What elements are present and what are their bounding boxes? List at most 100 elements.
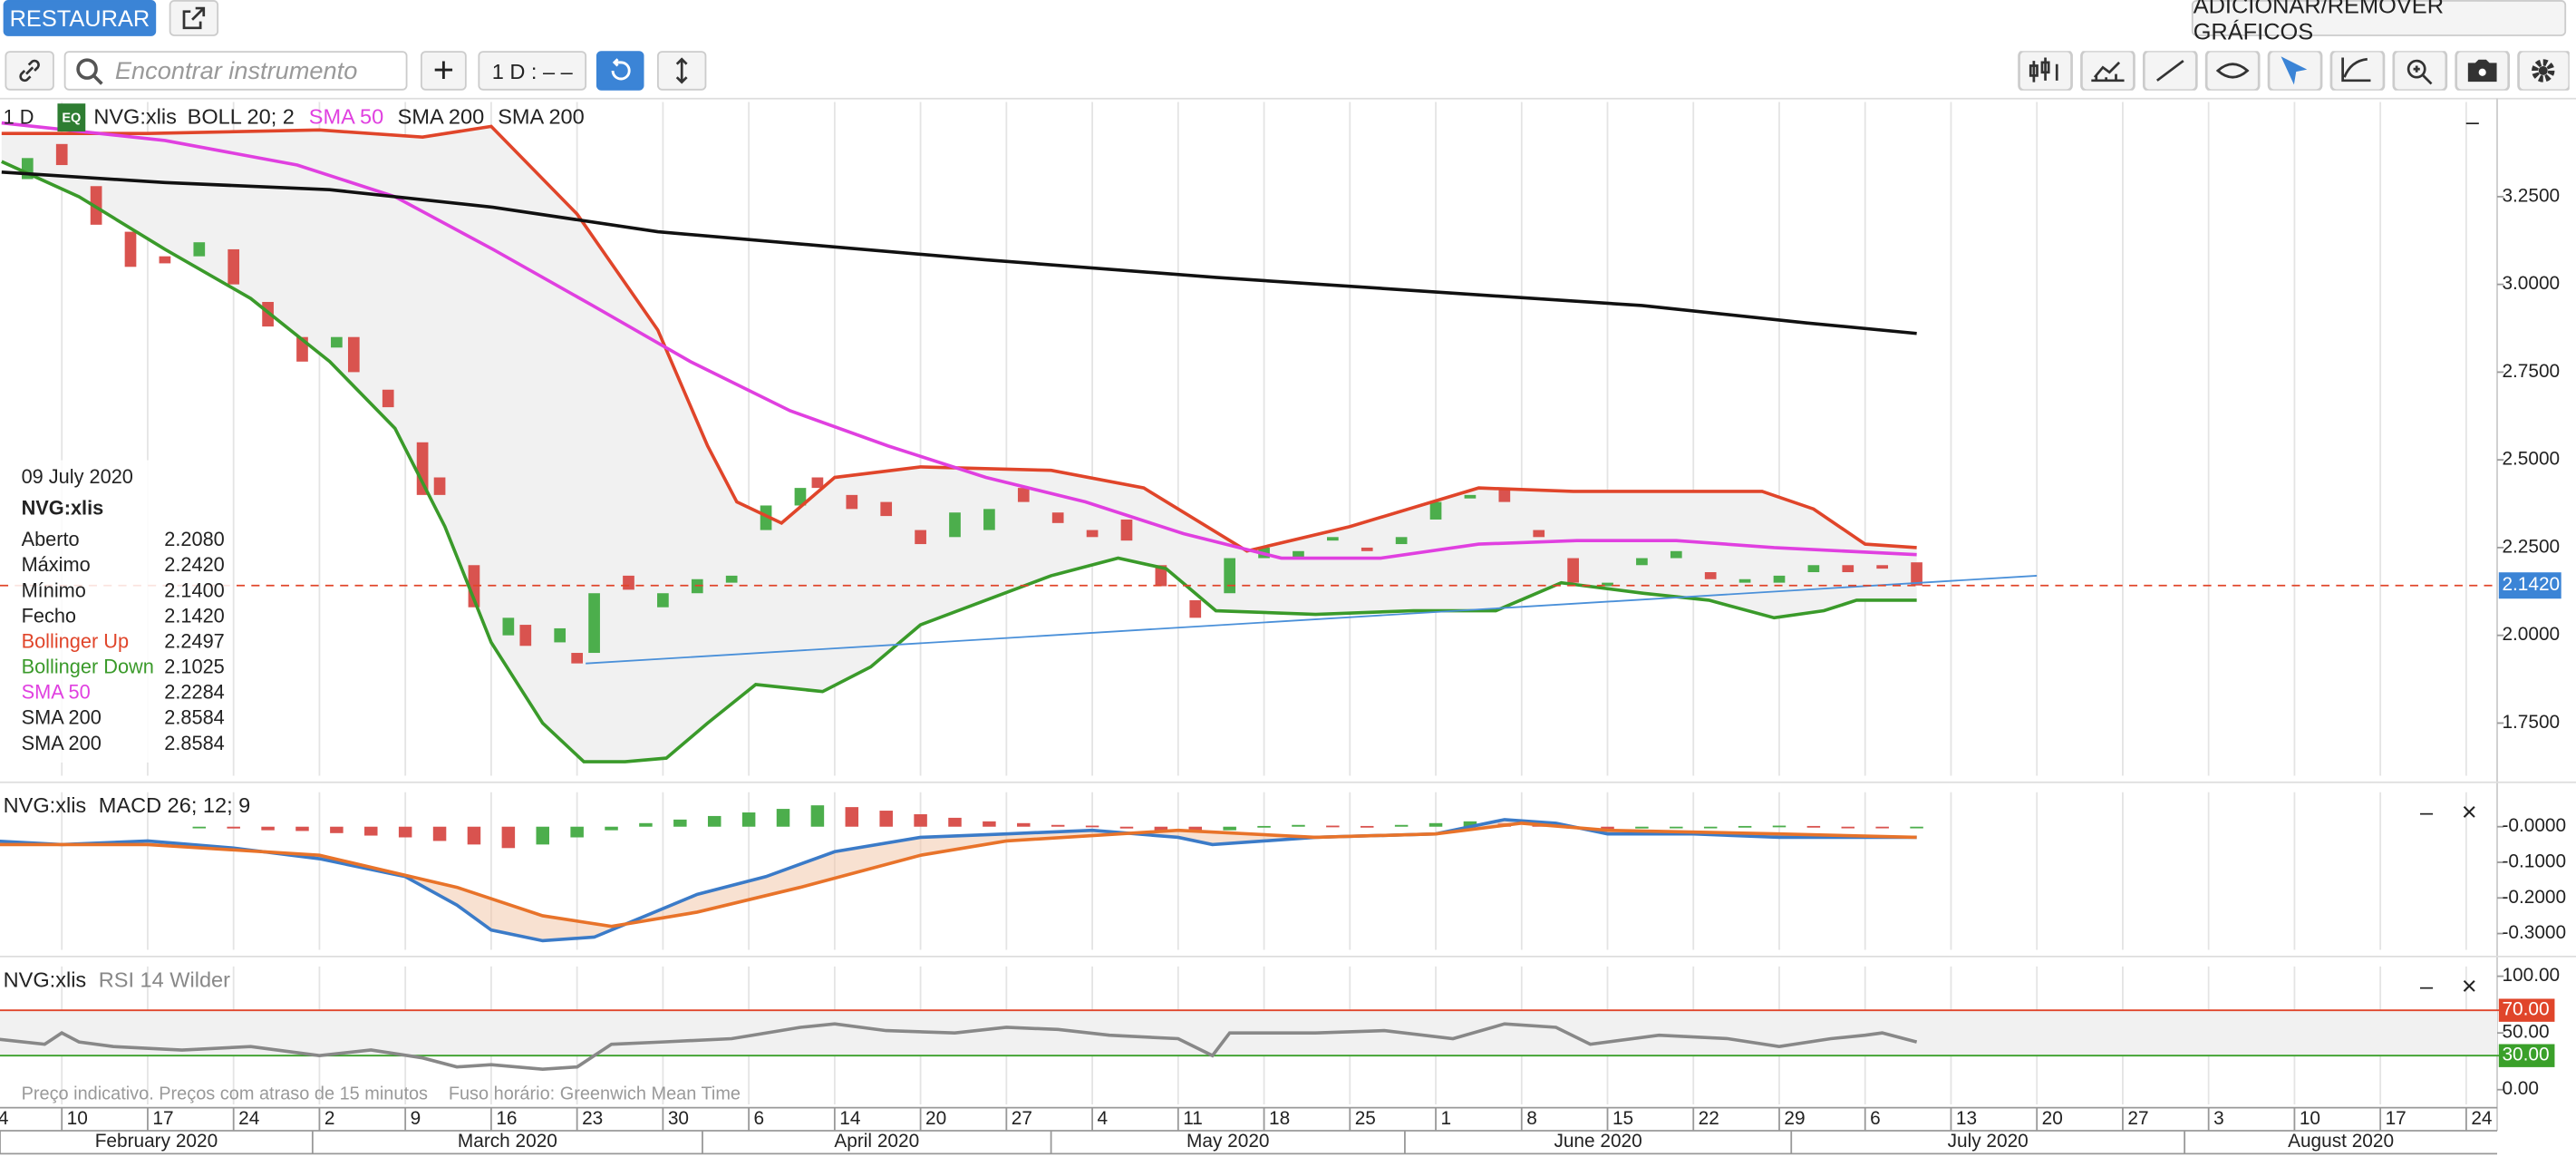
info-value: 2.2497: [164, 629, 225, 652]
macd-bar: [432, 826, 447, 841]
link-button[interactable]: [5, 51, 54, 91]
popout-icon: [182, 6, 206, 30]
scale-icon: [675, 57, 688, 84]
close-icon[interactable]: ×: [2462, 798, 2477, 827]
macd-bar: [1051, 824, 1065, 827]
info-value: 2.1420: [164, 604, 225, 627]
y-tick-label: 2.2500: [2502, 536, 2560, 557]
indicator-line: [1, 160, 1917, 763]
y-tick-label: 2.0000: [2502, 624, 2560, 645]
candle: [846, 494, 858, 510]
reset-button[interactable]: [596, 51, 644, 91]
month-label: August 2020: [2288, 1131, 2394, 1152]
legend-indicator: SMA 200: [498, 105, 585, 129]
panel-macd: [0, 792, 2467, 950]
legend-interval: 1 D: [4, 105, 34, 128]
candle: [347, 336, 360, 373]
main-legend: 1 D EQ NVG:xlis BOLL 20; 2 SMA 50 SMA 20…: [4, 103, 585, 131]
add-remove-charts-button[interactable]: ADICIONAR/REMOVER GRÁFICOS: [2191, 0, 2567, 44]
legend-indicator: SMA 200: [398, 105, 485, 129]
x-tick-label: 18: [1269, 1108, 1290, 1129]
info-value: 2.1025: [164, 656, 225, 678]
info-value: 2.2284: [164, 681, 225, 704]
info-value: 2.8584: [164, 732, 225, 754]
candle: [1051, 512, 1064, 523]
indicator-line: [1, 124, 1917, 553]
macd-bar: [1428, 822, 1443, 827]
x-tick-label: 8: [1526, 1108, 1537, 1129]
macd-bar: [1738, 825, 1752, 828]
x-tick-label: 13: [1956, 1108, 1977, 1129]
candle: [623, 575, 634, 590]
x-tick-label: 15: [1612, 1108, 1633, 1129]
minimize-icon[interactable]: –: [2466, 110, 2480, 135]
candle: [433, 477, 446, 495]
candle: [1876, 565, 1889, 569]
macd-bar: [1085, 825, 1099, 828]
macd-bar: [639, 822, 653, 827]
x-tick-label: 14: [839, 1108, 860, 1129]
x-tick-label: 4: [1098, 1108, 1109, 1129]
macd-bar: [1360, 825, 1374, 828]
candle: [1086, 530, 1099, 538]
x-tick-label: 24: [238, 1108, 259, 1129]
indicator-line: [1, 170, 1917, 335]
scale-button[interactable]: [657, 51, 707, 91]
restore-button[interactable]: RESTAURAR: [3, 0, 157, 36]
close-icon[interactable]: ×: [2462, 972, 2477, 1001]
search-input[interactable]: Encontrar instrumento: [63, 51, 408, 91]
macd-bar: [1326, 825, 1340, 828]
candle: [1224, 558, 1236, 594]
interval-button[interactable]: 1 D : – –: [478, 51, 587, 91]
info-label: Bollinger Up: [22, 629, 129, 652]
macd-bar: [501, 826, 516, 849]
x-tick-label: 25: [1355, 1108, 1376, 1129]
info-label: Bollinger Down: [22, 656, 154, 678]
y-tick-label: -0.0000: [2502, 815, 2566, 836]
macd-bar: [914, 813, 927, 827]
macd-bar: [1601, 826, 1614, 830]
macd-bar: [1394, 824, 1409, 827]
tool-icons: [2018, 49, 2571, 92]
y-tick-label: 3.2500: [2502, 185, 2560, 206]
panel-instrument: NVG:xlis: [4, 967, 87, 991]
month-label: April 2020: [834, 1131, 919, 1152]
x-tick-label: 6: [754, 1108, 765, 1129]
candle: [159, 256, 171, 264]
macd-bar: [1841, 826, 1855, 829]
macd-bar: [570, 826, 584, 838]
info-label: Aberto: [22, 528, 80, 550]
candle: [1361, 547, 1373, 551]
panel-indicator: RSI 14 Wilder: [99, 967, 230, 991]
candle: [915, 530, 926, 545]
macd-bar: [261, 826, 275, 831]
candle: [1704, 572, 1717, 579]
candle: [1017, 488, 1030, 502]
minimize-icon[interactable]: –: [2420, 974, 2434, 999]
candle: [571, 653, 583, 664]
macd-bar: [605, 826, 618, 831]
x-tick-label: 30: [668, 1108, 689, 1129]
y-tick-label: 2.5000: [2502, 449, 2560, 470]
macd-bar: [1017, 822, 1031, 827]
candle: [1498, 488, 1511, 502]
info-instrument: NVG:xlis: [22, 497, 104, 520]
macd-bar: [879, 811, 893, 827]
x-tick-label: 20: [2042, 1108, 2063, 1129]
legend-badge: EQ: [62, 111, 81, 125]
add-button[interactable]: +: [421, 49, 467, 91]
panel-line: [0, 966, 2497, 1104]
search-icon: [76, 58, 103, 85]
x-tick-label: 23: [582, 1108, 603, 1129]
macd-bar: [1772, 825, 1787, 828]
macd-bar: [983, 821, 996, 827]
x-tick-label: 16: [496, 1108, 517, 1129]
x-tick-label: 2: [324, 1108, 335, 1129]
macd-bar: [330, 826, 344, 833]
info-date: 09 July 2020: [22, 465, 133, 488]
popout-button[interactable]: [169, 0, 219, 36]
minimize-icon[interactable]: –: [2420, 800, 2434, 825]
candle: [1533, 530, 1545, 538]
candle: [760, 505, 772, 530]
